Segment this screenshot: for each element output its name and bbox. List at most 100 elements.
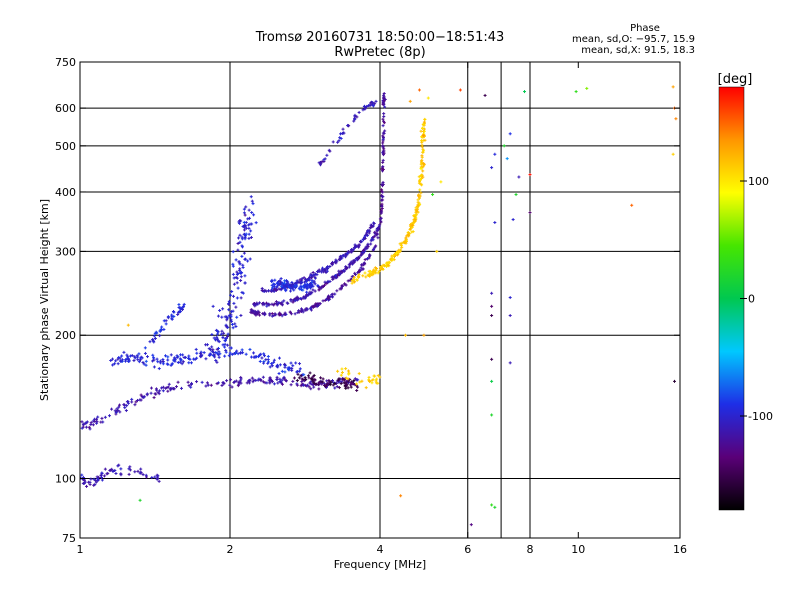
data-point xyxy=(87,425,91,429)
data-point xyxy=(374,99,378,103)
data-point xyxy=(313,382,317,386)
data-point xyxy=(102,474,106,478)
data-point xyxy=(336,378,340,382)
data-point xyxy=(124,409,128,413)
data-point xyxy=(127,472,131,476)
data-point xyxy=(323,269,327,273)
data-point xyxy=(355,277,359,281)
data-point xyxy=(374,381,378,385)
data-point xyxy=(344,255,348,259)
data-point xyxy=(235,315,239,319)
data-point xyxy=(231,272,235,276)
colorbar-tick-label: 0 xyxy=(748,293,755,306)
data-point xyxy=(162,319,166,323)
data-point xyxy=(403,333,407,337)
data-point xyxy=(243,232,247,236)
data-point xyxy=(257,355,261,359)
data-point xyxy=(315,382,319,386)
data-point xyxy=(262,313,266,317)
data-point xyxy=(508,296,512,300)
data-point xyxy=(273,278,277,282)
data-point xyxy=(307,376,311,380)
data-point xyxy=(242,207,246,211)
data-point xyxy=(422,333,426,337)
data-point xyxy=(381,144,385,148)
data-point xyxy=(270,314,274,318)
data-point xyxy=(309,387,313,391)
data-point xyxy=(334,261,338,265)
data-point xyxy=(228,383,232,387)
data-point xyxy=(357,275,361,279)
data-point xyxy=(362,248,366,252)
data-point xyxy=(250,211,254,215)
data-point xyxy=(270,362,274,366)
data-point xyxy=(517,175,521,179)
data-point xyxy=(353,114,357,118)
data-point xyxy=(200,353,204,357)
data-point xyxy=(137,352,141,356)
data-point xyxy=(353,117,357,121)
data-point xyxy=(235,349,239,353)
data-point xyxy=(335,259,339,263)
data-point xyxy=(508,132,512,136)
data-point xyxy=(248,347,252,351)
data-point xyxy=(313,304,317,308)
data-point xyxy=(374,244,378,248)
data-point xyxy=(221,343,225,347)
data-point xyxy=(357,270,361,274)
data-point xyxy=(280,369,284,373)
data-point xyxy=(133,470,137,474)
data-point xyxy=(356,378,360,382)
data-point xyxy=(211,348,215,352)
data-point xyxy=(301,377,305,381)
data-point xyxy=(282,286,286,290)
data-point xyxy=(127,357,131,361)
data-point xyxy=(253,355,257,359)
data-point xyxy=(100,471,104,475)
data-point xyxy=(231,294,235,298)
data-point xyxy=(235,281,239,285)
data-point xyxy=(136,469,140,473)
data-point xyxy=(103,415,107,419)
data-point xyxy=(226,335,230,339)
data-point xyxy=(307,293,311,297)
data-point xyxy=(355,115,359,119)
data-point xyxy=(208,352,212,356)
data-point xyxy=(368,274,372,278)
data-point xyxy=(342,131,346,135)
data-point xyxy=(176,380,180,384)
data-point xyxy=(405,234,409,238)
data-point xyxy=(126,355,130,359)
data-point xyxy=(225,379,229,383)
data-point xyxy=(421,175,425,179)
data-point xyxy=(110,407,114,411)
data-point xyxy=(352,379,356,383)
data-point xyxy=(224,350,228,354)
data-point xyxy=(344,386,348,390)
data-point xyxy=(325,383,329,387)
data-point xyxy=(308,291,312,295)
data-point xyxy=(393,252,397,256)
data-point xyxy=(369,101,373,105)
data-point xyxy=(249,310,253,314)
data-point xyxy=(117,356,121,360)
data-point xyxy=(144,473,148,477)
data-point xyxy=(242,228,246,232)
data-point xyxy=(210,333,214,337)
data-point xyxy=(313,276,317,280)
data-point xyxy=(375,377,379,381)
data-point xyxy=(149,386,153,390)
data-point xyxy=(178,357,182,361)
data-point xyxy=(135,354,139,358)
data-point xyxy=(364,245,368,249)
data-point xyxy=(281,281,285,285)
data-point xyxy=(239,279,243,283)
axis-ticks: 1 2 4 6 8 10 16 75 100 200 300 400 500 600 750 xyxy=(55,56,687,556)
data-point xyxy=(343,384,347,388)
data-point xyxy=(422,120,426,124)
data-point xyxy=(343,283,347,287)
colorbar-tick-label: -100 xyxy=(748,410,773,423)
data-point xyxy=(458,88,462,92)
data-point xyxy=(195,380,199,384)
data-point xyxy=(153,475,157,479)
